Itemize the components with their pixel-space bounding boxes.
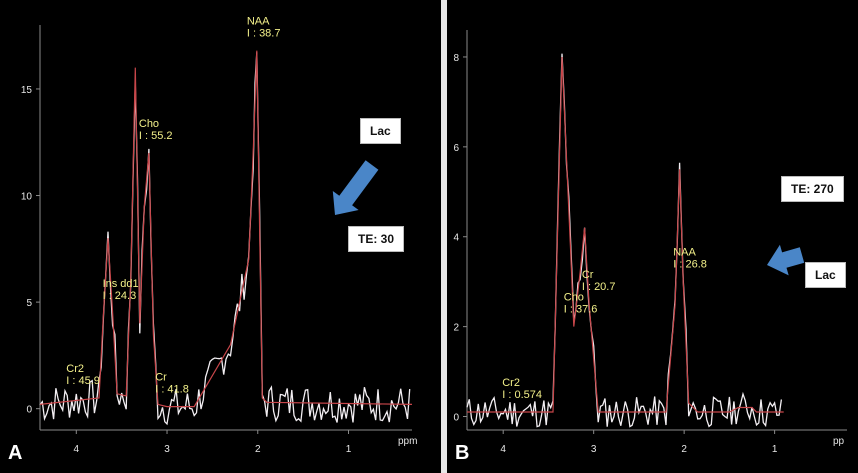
peak-label-name: Cho [564,292,584,304]
x-unit-label: ppm [398,436,417,447]
y-tick-label: 2 [453,323,459,334]
peak-label-name: Cho [139,118,159,130]
te-callout-a: TE: 30 [348,226,405,252]
peak-label-name: Ins dd1 [103,278,139,290]
panel-letter-b: B [455,442,470,464]
x-tick-label: 3 [164,444,170,455]
peak-label-integral: I : 0.574 [502,389,542,401]
spectrum-panel-a: 0 5 10 15 4 3 2 1 ppm Cr2 I : 45.9 Ins dd1 I : 24.3 C… [0,0,441,473]
spectrum-panel-b: 0 2 4 6 8 4 3 2 1 pp Cho I : 37.6 Cr I : 20.7 NAA I : 2… [447,0,858,473]
peak-label-name: Cr2 [502,377,520,389]
peak-label-integral: I : 38.7 [247,28,281,40]
peak-label-integral: I : 26.8 [673,259,707,271]
peak-label-name: Cr [582,269,594,281]
te-callout-b: TE: 270 [781,176,844,202]
peak-label-integral: I : 41.8 [155,384,189,396]
x-tick-label: 3 [591,444,597,455]
x-unit-label: pp [833,436,845,447]
peak-label-name: NAA [247,16,270,28]
peak-label-integral: I : 24.3 [103,290,137,302]
peak-label-name: Cr [155,372,167,384]
y-tick-label: 0 [26,405,32,416]
peak-label-integral: I : 20.7 [582,281,616,293]
x-tick-label: 1 [346,444,352,455]
x-tick-label: 1 [772,444,778,455]
raw-spectrum-line [466,53,783,428]
x-tick-label: 2 [681,444,687,455]
y-tick-label: 0 [453,413,459,424]
y-tick-label: 8 [453,53,459,64]
lac-callout-b: Lac [805,262,846,288]
y-tick-label: 10 [21,192,33,203]
x-tick-label: 4 [500,444,506,455]
panel-divider [441,0,447,473]
y-tick-label: 4 [453,233,459,244]
fitted-spectrum-line [467,56,784,413]
peak-label-integral: I : 37.6 [564,304,598,316]
lac-callout-a: Lac [360,118,401,144]
peak-label-name: NAA [673,247,696,259]
peak-label-name: Cr2 [66,363,84,375]
lac-arrow-icon [332,160,379,215]
x-tick-label: 4 [74,444,80,455]
lac-arrow-icon [767,244,805,276]
x-tick-label: 2 [255,444,261,455]
y-tick-label: 15 [21,85,33,96]
peak-label-integral: I : 55.2 [139,130,173,142]
y-tick-label: 5 [26,298,32,309]
peak-label-integral: I : 45.9 [66,375,100,387]
y-tick-label: 6 [453,143,459,154]
panel-letter-a: A [8,442,23,464]
fitted-spectrum-line [39,50,413,408]
